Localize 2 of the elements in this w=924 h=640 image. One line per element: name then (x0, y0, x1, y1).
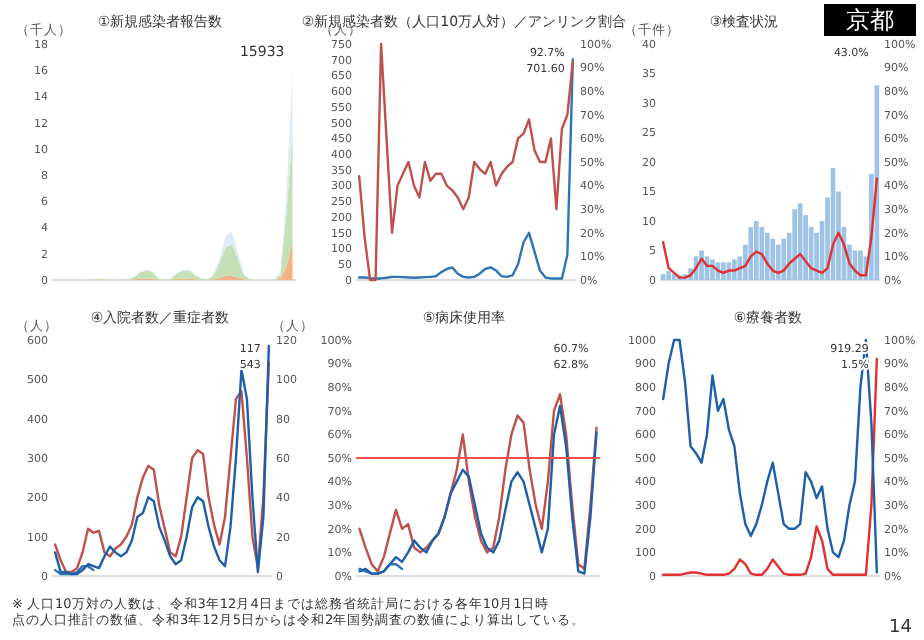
text: 14 (889, 618, 913, 638)
text: 京都 (846, 6, 894, 34)
